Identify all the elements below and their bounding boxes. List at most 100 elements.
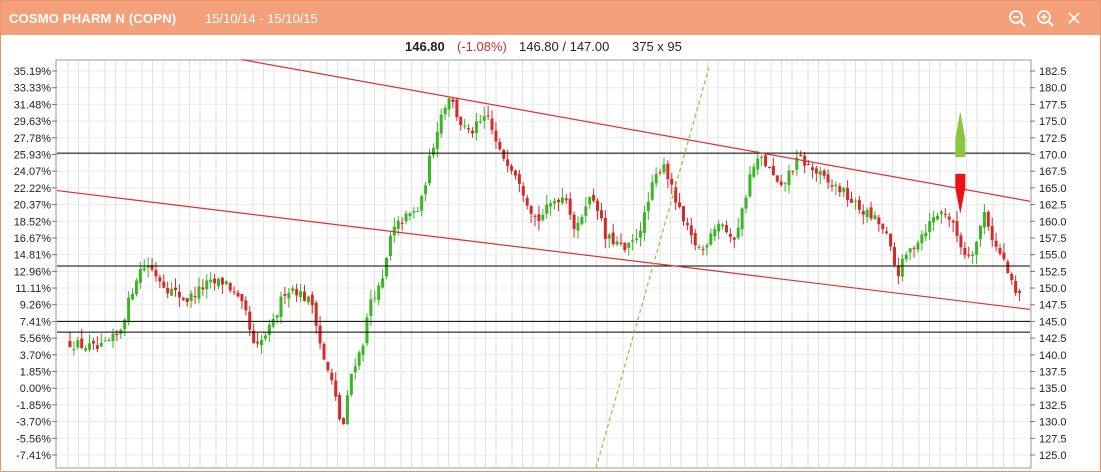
candle-down xyxy=(822,170,826,176)
candle-up xyxy=(216,278,220,286)
candle-down xyxy=(330,372,334,381)
candle-down xyxy=(506,159,510,166)
candle-up xyxy=(541,214,545,221)
candle-down xyxy=(810,167,814,171)
left-tick-label: 29.63% xyxy=(14,116,52,128)
candle-down xyxy=(310,294,314,306)
candle-down xyxy=(846,188,850,201)
right-tick-label: 182.5 xyxy=(1039,66,1067,78)
candle-down xyxy=(807,164,811,166)
candle-up xyxy=(396,220,400,229)
signal-arrows xyxy=(955,111,966,214)
candle-up xyxy=(928,221,932,233)
candle-down xyxy=(174,287,178,291)
plot-area xyxy=(55,59,1032,469)
candle-up xyxy=(904,254,908,260)
candle-down xyxy=(459,116,463,126)
candle-up xyxy=(209,279,213,282)
candle-up xyxy=(982,212,986,228)
dashed-trend-line xyxy=(594,67,710,471)
candle-up xyxy=(388,235,392,257)
right-tick-label: 135.0 xyxy=(1039,383,1067,395)
candle-up xyxy=(420,195,424,211)
candle-down xyxy=(877,217,881,225)
candle-down xyxy=(603,217,607,239)
candle-up xyxy=(463,125,467,127)
candle-down xyxy=(302,291,306,301)
right-tick-label: 165.0 xyxy=(1039,183,1067,195)
close-icon[interactable] xyxy=(1063,7,1085,29)
candle-down xyxy=(779,181,783,185)
candle-down xyxy=(80,338,84,348)
candle-up xyxy=(865,209,869,218)
candle-up xyxy=(478,121,482,123)
candle-up xyxy=(939,211,943,214)
candle-down xyxy=(861,210,865,215)
candle-down xyxy=(486,115,490,117)
candle-up xyxy=(416,211,420,213)
candle-down xyxy=(517,174,521,184)
candle-up xyxy=(408,213,412,216)
candle-up xyxy=(431,147,435,156)
candle-up xyxy=(818,171,822,175)
left-tick-label: -7.41% xyxy=(16,450,51,462)
left-tick-label: 35.19% xyxy=(14,66,52,78)
candle-up xyxy=(705,245,709,248)
last-price: 146.80 xyxy=(405,39,445,54)
candle-down xyxy=(244,300,248,311)
candle-down xyxy=(470,130,474,134)
candle-up xyxy=(662,164,666,173)
candle-down xyxy=(510,166,514,171)
candle-down xyxy=(1018,291,1022,294)
candle-up xyxy=(306,296,310,303)
candle-up xyxy=(373,297,377,299)
candle-down xyxy=(68,341,72,348)
candle-up xyxy=(353,366,357,373)
candle-up xyxy=(924,232,928,237)
candle-down xyxy=(771,165,775,176)
candle-down xyxy=(400,222,404,224)
candle-up xyxy=(392,226,396,236)
candle-up xyxy=(580,216,584,224)
candle-up xyxy=(650,182,654,200)
candle-down xyxy=(498,141,502,150)
left-tick-label: -1.85% xyxy=(16,400,51,412)
candle-down xyxy=(1006,261,1010,274)
candle-up xyxy=(654,173,658,184)
candle-down xyxy=(240,294,244,302)
candle-up xyxy=(709,233,713,245)
left-tick-label: 33.33% xyxy=(14,83,52,95)
candle-down xyxy=(529,206,533,214)
candle-down xyxy=(201,287,205,290)
left-tick-label: -3.70% xyxy=(16,417,51,429)
candle-up xyxy=(615,241,619,245)
candle-down xyxy=(896,265,900,276)
candle-down xyxy=(599,210,603,219)
candle-up xyxy=(795,157,799,170)
candle-down xyxy=(998,247,1002,254)
candle-up xyxy=(267,324,271,335)
candle-up xyxy=(588,197,592,205)
left-tick-label: 14.81% xyxy=(14,250,52,262)
candle-down xyxy=(572,214,576,230)
candle-up xyxy=(259,339,263,346)
right-tick-label: 145.0 xyxy=(1039,316,1067,328)
zoom-out-icon[interactable] xyxy=(1006,7,1028,29)
right-tick-label: 175.0 xyxy=(1039,116,1067,128)
candle-up xyxy=(205,280,209,290)
right-tick-label: 130.0 xyxy=(1039,417,1067,429)
candle-up xyxy=(752,166,756,177)
candle-down xyxy=(248,311,252,330)
candle-up xyxy=(345,395,349,425)
candle-down xyxy=(533,215,537,217)
candle-up xyxy=(834,184,838,187)
candle-down xyxy=(342,418,346,425)
candle-down xyxy=(967,254,971,256)
candle-up xyxy=(920,234,924,244)
candle-up xyxy=(131,293,135,300)
right-tick-label: 155.0 xyxy=(1039,250,1067,262)
candle-up xyxy=(635,238,639,240)
candle-down xyxy=(619,242,623,244)
zoom-in-icon[interactable] xyxy=(1034,7,1056,29)
